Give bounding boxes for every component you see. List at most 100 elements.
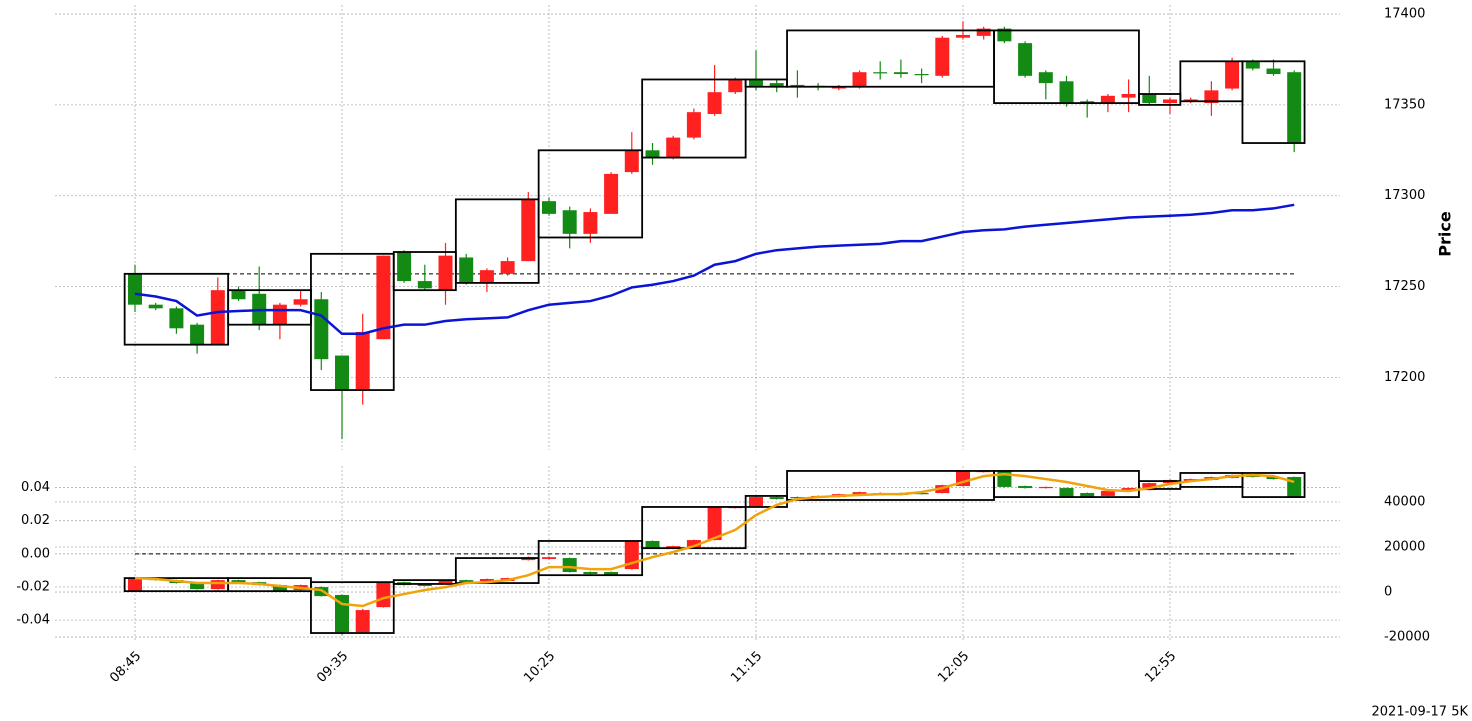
y-tick-label: 17350 bbox=[1384, 97, 1425, 112]
candle-body bbox=[645, 540, 660, 549]
candle-body bbox=[376, 255, 391, 340]
candle-body bbox=[604, 572, 619, 576]
candle-body bbox=[272, 304, 287, 325]
candle-body bbox=[438, 580, 453, 584]
candle-body bbox=[914, 493, 929, 495]
y-tick-label: 20000 bbox=[1384, 540, 1425, 555]
candle-body bbox=[1018, 486, 1033, 489]
candle-body bbox=[1038, 72, 1053, 84]
candle-body bbox=[335, 355, 349, 391]
candle-body bbox=[417, 281, 432, 289]
candle-body bbox=[438, 255, 453, 291]
candle-body bbox=[500, 261, 515, 274]
candle-body bbox=[231, 580, 246, 583]
candle-body bbox=[128, 578, 142, 592]
range-box bbox=[1241, 472, 1306, 498]
x-tick-label: 11:15 bbox=[728, 649, 765, 686]
y-tick-label: 17400 bbox=[1384, 7, 1425, 22]
candle-body bbox=[1100, 95, 1115, 104]
candle-body bbox=[1018, 43, 1033, 76]
candle-body bbox=[128, 273, 142, 305]
candle-body bbox=[624, 150, 639, 173]
candle-body bbox=[666, 546, 681, 549]
candle-body bbox=[769, 497, 784, 500]
candle-body bbox=[397, 252, 412, 282]
candle-body bbox=[1038, 486, 1053, 489]
candle-body bbox=[417, 583, 432, 586]
candle-body bbox=[376, 582, 391, 608]
candle-body bbox=[479, 270, 494, 283]
candle-body bbox=[355, 331, 370, 391]
indicator-line bbox=[134, 203, 1295, 336]
candle-body bbox=[852, 492, 867, 495]
candle-body bbox=[542, 201, 556, 214]
candle-body bbox=[707, 506, 722, 541]
candle-body bbox=[314, 587, 329, 597]
candle-body bbox=[893, 72, 908, 75]
candle-body bbox=[790, 497, 805, 499]
candle-body bbox=[562, 558, 577, 573]
candle-body bbox=[707, 92, 722, 114]
candle-body bbox=[583, 572, 598, 575]
candle-body bbox=[686, 540, 701, 549]
x-tick-label: 10:25 bbox=[521, 649, 558, 686]
range-box bbox=[993, 29, 1140, 104]
candle-body bbox=[1163, 99, 1177, 104]
candle-body bbox=[1183, 99, 1198, 102]
y-axis-label: Price bbox=[1436, 211, 1455, 257]
candle-body bbox=[355, 610, 370, 633]
footer: 2021-09-17 5K bbox=[1372, 705, 1469, 720]
candle-body bbox=[1142, 483, 1157, 491]
y-tick-label: 0.00 bbox=[21, 546, 50, 561]
candle-body bbox=[769, 83, 784, 87]
candle-body bbox=[604, 173, 619, 214]
candle-body bbox=[873, 72, 888, 74]
y-tick-label: 17300 bbox=[1384, 188, 1425, 203]
candle-body bbox=[1121, 94, 1136, 98]
range-box bbox=[310, 581, 395, 634]
candle-body bbox=[314, 299, 329, 360]
y-tick-label: -20000 bbox=[1384, 630, 1430, 645]
candle-body bbox=[997, 28, 1012, 42]
candle-body bbox=[1059, 488, 1074, 498]
candle-body bbox=[542, 557, 556, 559]
y-tick-label: 0 bbox=[1384, 585, 1392, 600]
candle-body bbox=[1059, 81, 1074, 104]
y-tick-label: -0.04 bbox=[16, 613, 50, 628]
y-tick-label: 0.02 bbox=[21, 513, 50, 528]
candle-body bbox=[728, 79, 743, 93]
range-box bbox=[537, 149, 644, 239]
x-tick-label: 08:45 bbox=[107, 649, 144, 686]
candle-body bbox=[1225, 61, 1240, 89]
y-tick-label: -0.02 bbox=[16, 579, 50, 594]
candle-body bbox=[583, 212, 598, 234]
candle-body bbox=[459, 580, 474, 583]
candle-body bbox=[293, 299, 308, 305]
candle-body bbox=[666, 137, 681, 158]
range-box bbox=[1241, 60, 1306, 144]
candle-body bbox=[1121, 488, 1136, 491]
candle-body bbox=[521, 199, 536, 262]
candle-body bbox=[1266, 68, 1281, 75]
candle-body bbox=[956, 34, 970, 38]
candle-body bbox=[169, 308, 184, 329]
x-tick-label: 12:55 bbox=[1142, 649, 1179, 686]
y-tick-label: 40000 bbox=[1384, 495, 1425, 510]
candle-body bbox=[749, 79, 763, 87]
range-box bbox=[537, 540, 644, 577]
candle-body bbox=[935, 37, 950, 76]
candle-body bbox=[1287, 72, 1302, 144]
range-box bbox=[641, 506, 747, 550]
candle-body bbox=[852, 72, 867, 87]
y-tick-label: 0.04 bbox=[21, 480, 50, 495]
candle-body bbox=[1266, 477, 1281, 480]
candle-body bbox=[1142, 94, 1157, 104]
candle-body bbox=[749, 497, 763, 507]
candle-body bbox=[1080, 493, 1095, 498]
y-tick-label: 17200 bbox=[1384, 370, 1425, 385]
candle-body bbox=[790, 84, 805, 87]
candle-body bbox=[914, 74, 929, 76]
candle-body bbox=[272, 585, 287, 592]
candle-body bbox=[976, 28, 991, 36]
